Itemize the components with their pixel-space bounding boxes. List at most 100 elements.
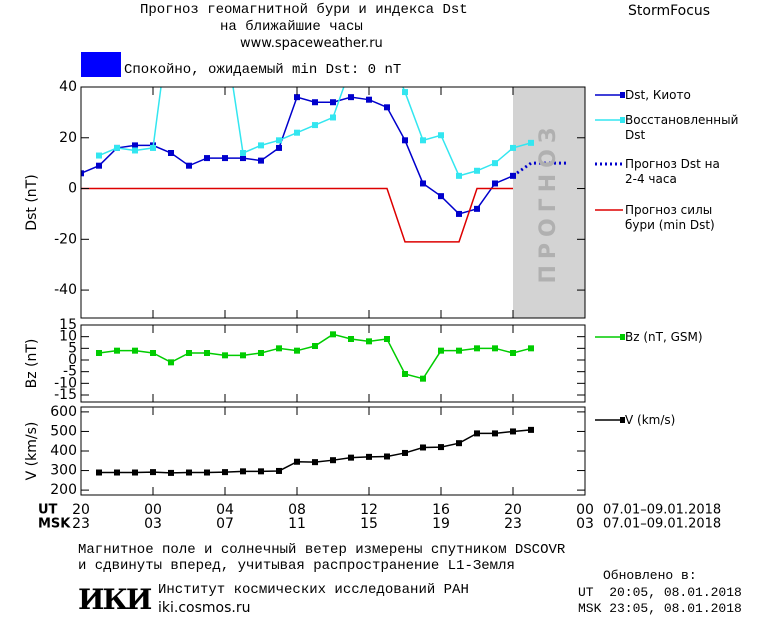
marker [240, 155, 246, 162]
series-line [81, 96, 514, 215]
marker [348, 454, 354, 461]
y-axis-label: Dst (nT) [24, 174, 40, 230]
legend-symbol [595, 162, 623, 166]
legend-label: Восстановленный Dst [625, 113, 739, 142]
marker [204, 469, 210, 476]
y-tick-label: 40 [59, 79, 77, 95]
marker [402, 137, 408, 144]
marker [384, 453, 390, 460]
plot-area [96, 331, 534, 382]
marker [474, 205, 480, 212]
y-tick-label: 200 [50, 482, 77, 498]
x-tick-label: 23 [72, 516, 90, 532]
marker [312, 122, 318, 129]
legend-symbol [595, 209, 623, 211]
marker [240, 352, 246, 359]
date-range: 07.01–09.01.2018 [603, 517, 721, 532]
marker [330, 114, 336, 121]
y-tick-label: -5 [63, 364, 77, 380]
y-tick-label: -15 [54, 387, 77, 403]
marker [114, 144, 120, 151]
legend-symbol [595, 417, 625, 423]
url: www.spaceweather.ru [240, 36, 383, 51]
marker [204, 0, 210, 1]
y-tick-label: 0 [68, 352, 77, 368]
marker [492, 160, 498, 167]
marker [330, 331, 336, 338]
marker [528, 426, 534, 433]
marker [276, 467, 282, 474]
legend-marker [620, 117, 625, 123]
x-axis-label: MSK [38, 517, 71, 532]
x-tick-label: 20 [72, 502, 90, 518]
marker [438, 347, 444, 354]
marker [492, 345, 498, 352]
date-range: 07.01–09.01.2018 [603, 503, 721, 518]
marker [420, 444, 426, 451]
marker [258, 468, 264, 475]
marker [510, 144, 516, 151]
updated-ut: UT 20:05, 08.01.2018 [578, 585, 742, 600]
x-tick-label: 03 [576, 516, 594, 532]
marker [114, 347, 120, 354]
plot-area [96, 426, 534, 476]
marker [168, 150, 174, 156]
marker [240, 468, 246, 475]
marker [150, 469, 156, 476]
x-axis-label: UT [38, 503, 58, 518]
marker [294, 347, 300, 354]
marker [312, 99, 318, 106]
marker [222, 352, 228, 359]
x-tick-label: 03 [144, 516, 162, 532]
panel-frame [80, 406, 586, 496]
y-tick-label: 15 [59, 317, 77, 333]
legend-symbol [595, 92, 625, 98]
y-tick-label: 5 [68, 340, 77, 356]
marker [456, 172, 462, 179]
marker [438, 444, 444, 451]
x-tick-label: 11 [288, 516, 306, 532]
marker [276, 137, 282, 144]
y-tick-label: 400 [50, 443, 77, 459]
marker [456, 440, 462, 447]
marker [204, 155, 210, 162]
marker [132, 347, 138, 354]
y-tick-label: 20 [59, 130, 77, 146]
legend-marker [620, 92, 625, 98]
marker [366, 96, 372, 103]
y-tick-label: 0 [68, 181, 77, 197]
y-tick-label: -20 [54, 231, 77, 247]
marker [474, 345, 480, 352]
forecast-shade [513, 87, 585, 318]
legend-label: Прогноз силы бури (min Dst) [625, 203, 715, 232]
updated: Обновлено в: [603, 568, 697, 583]
legend-item: Прогноз Dst на 2-4 часа [593, 157, 721, 187]
marker [474, 430, 480, 437]
note: и сдвинуты вперед, учитывая распростране… [78, 558, 515, 574]
marker [240, 150, 246, 156]
marker [186, 162, 192, 169]
x-tick-label: 19 [432, 516, 450, 532]
marker [420, 137, 426, 144]
x-tick-label: 00 [576, 502, 594, 518]
series-line [81, 187, 513, 243]
marker [258, 157, 264, 164]
y-tick-label: 10 [59, 329, 77, 345]
marker [384, 336, 390, 342]
brand: StormFocus [628, 3, 711, 19]
marker [384, 104, 390, 111]
marker [96, 350, 102, 356]
marker [330, 457, 336, 464]
x-tick-label: 16 [432, 502, 450, 518]
y-tick-label: -10 [54, 375, 77, 391]
marker [294, 458, 300, 465]
marker [366, 453, 372, 460]
x-tick-label: 08 [288, 502, 306, 518]
marker [132, 469, 138, 476]
marker [330, 99, 336, 106]
y-axis-label: V (km/s) [24, 422, 40, 481]
y-axis-label: Bz (nT) [24, 339, 40, 389]
site: iki.cosmos.ru [158, 600, 251, 616]
marker [366, 338, 372, 345]
